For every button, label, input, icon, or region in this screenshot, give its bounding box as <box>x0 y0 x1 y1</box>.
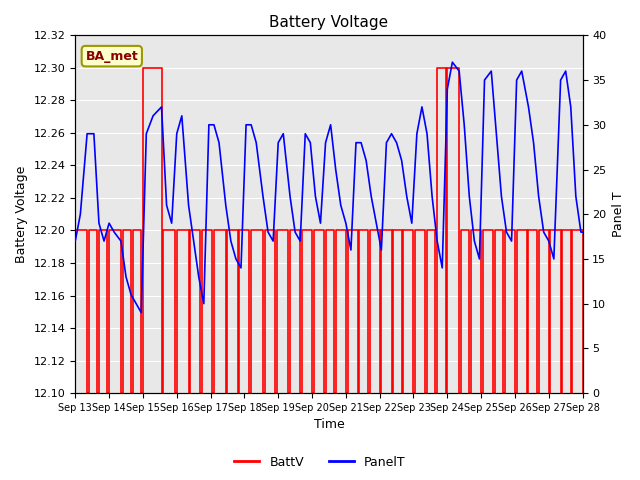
Legend: BattV, PanelT: BattV, PanelT <box>229 451 411 474</box>
Text: BA_met: BA_met <box>85 49 138 63</box>
Title: Battery Voltage: Battery Voltage <box>269 15 388 30</box>
X-axis label: Time: Time <box>314 419 344 432</box>
Y-axis label: Panel T: Panel T <box>612 192 625 237</box>
Y-axis label: Battery Voltage: Battery Voltage <box>15 166 28 263</box>
